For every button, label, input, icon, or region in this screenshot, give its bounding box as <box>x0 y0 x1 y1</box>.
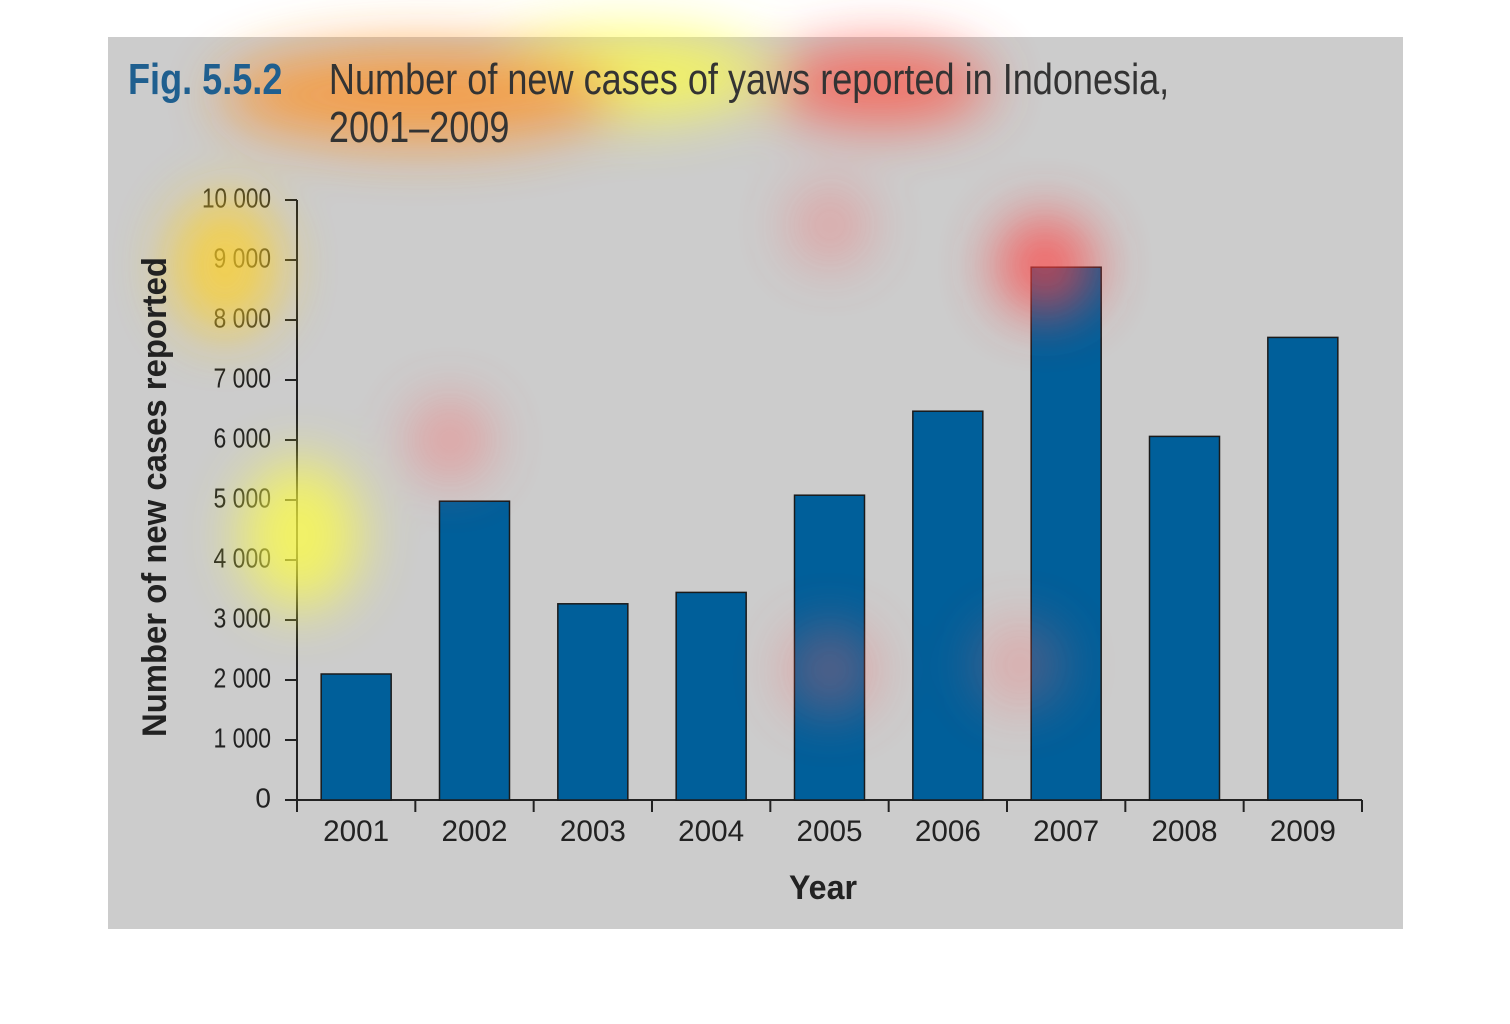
y-tick-label: 3 000 <box>214 602 272 633</box>
y-tick-label: 7 000 <box>214 362 272 393</box>
chart-title: Number of new cases of yaws reported in … <box>328 55 1170 152</box>
bar <box>1267 336 1339 801</box>
x-tick-label: 2005 <box>797 815 863 848</box>
bar <box>1030 266 1102 801</box>
x-tick-label: 2008 <box>1152 815 1218 848</box>
x-tick-label: 2004 <box>678 815 744 848</box>
bar <box>912 410 984 801</box>
x-tick-label: 2002 <box>442 815 508 848</box>
bar <box>557 603 629 801</box>
x-tick-label: 2006 <box>915 815 981 848</box>
x-axis-label: Year <box>789 869 857 907</box>
y-tick-label: 6 000 <box>214 422 272 453</box>
x-tick-label: 2003 <box>560 815 626 848</box>
y-tick-label: 1 000 <box>214 722 272 753</box>
bar <box>1148 435 1221 801</box>
heatmap <box>170 30 1095 715</box>
figure-label: Fig. 5.5.2 <box>128 55 283 104</box>
y-tick-label: 0 <box>255 782 271 813</box>
bar <box>320 673 392 801</box>
y-tick-label: 2 000 <box>214 662 272 693</box>
bar <box>438 500 511 801</box>
y-axis-label: Number of new cases reported <box>136 257 174 737</box>
x-tick-label: 2009 <box>1270 815 1336 848</box>
bar <box>675 591 747 801</box>
x-tick-label: 2007 <box>1033 815 1099 848</box>
title-block: Fig. 5.5.2 Number of new cases of yaws re… <box>128 56 1235 152</box>
x-tick-label: 2001 <box>323 815 389 848</box>
